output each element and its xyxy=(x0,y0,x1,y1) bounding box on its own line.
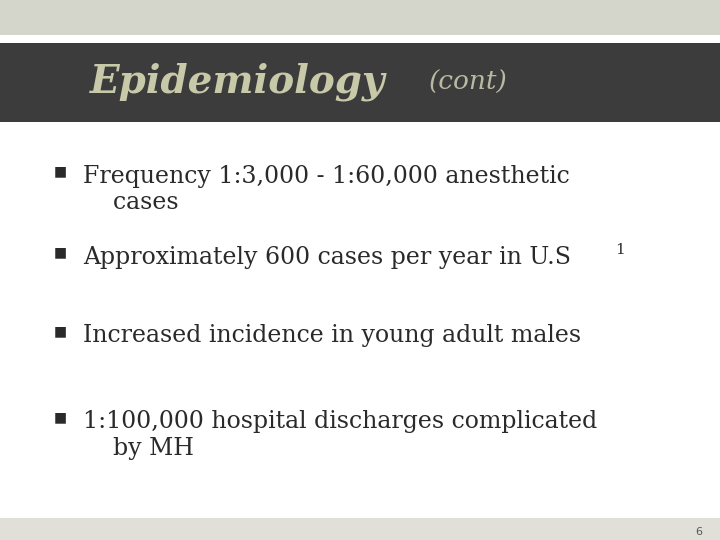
Text: 1:100,000 hospital discharges complicated
    by MH: 1:100,000 hospital discharges complicate… xyxy=(83,410,597,460)
Text: Approximately 600 cases per year in U.S: Approximately 600 cases per year in U.S xyxy=(83,246,571,269)
Text: (cont): (cont) xyxy=(428,70,507,94)
Text: Frequency 1:3,000 - 1:60,000 anesthetic
    cases: Frequency 1:3,000 - 1:60,000 anesthetic … xyxy=(83,165,570,214)
FancyBboxPatch shape xyxy=(0,0,720,35)
Text: Epidemiology: Epidemiology xyxy=(90,63,385,102)
Text: ■: ■ xyxy=(54,165,67,179)
Text: 1: 1 xyxy=(616,243,626,257)
Text: Increased incidence in young adult males: Increased incidence in young adult males xyxy=(83,324,581,347)
Text: 6: 6 xyxy=(695,527,702,537)
Text: ■: ■ xyxy=(54,410,67,424)
Text: ■: ■ xyxy=(54,246,67,260)
FancyBboxPatch shape xyxy=(0,518,720,540)
FancyBboxPatch shape xyxy=(0,43,720,122)
Text: ■: ■ xyxy=(54,324,67,338)
